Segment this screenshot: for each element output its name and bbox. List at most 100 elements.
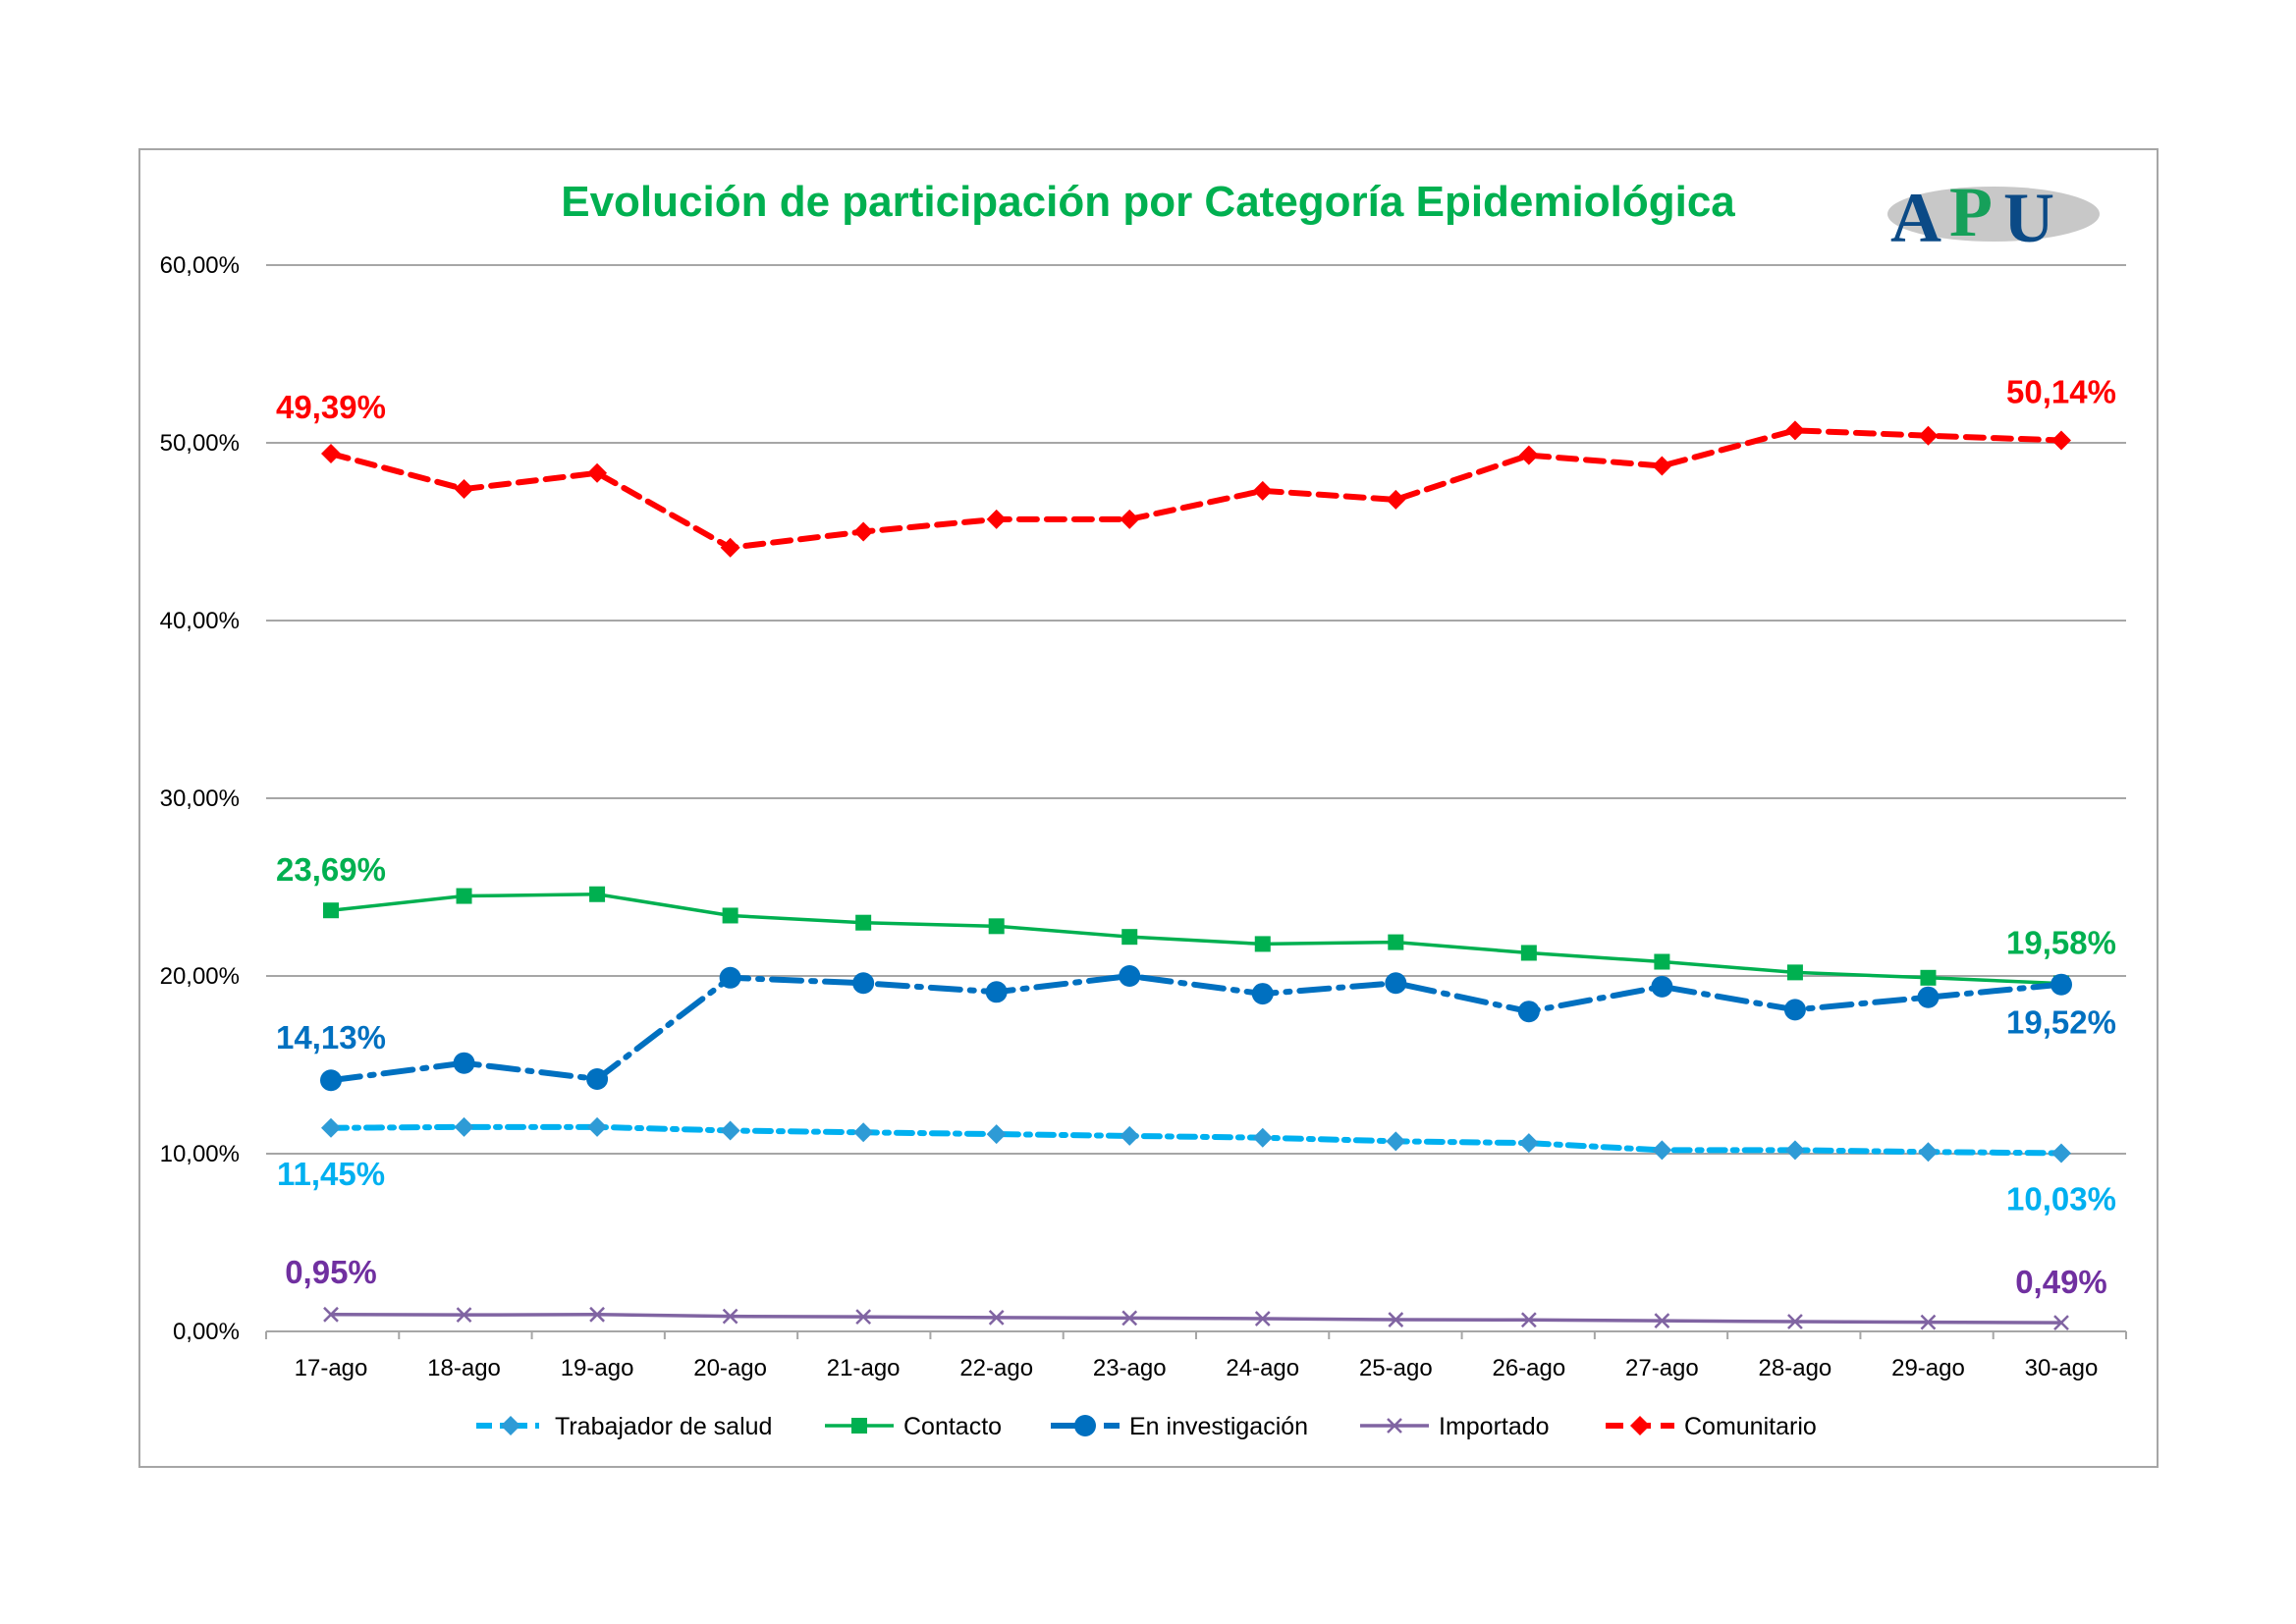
data-point xyxy=(1388,934,1404,950)
data-point xyxy=(1652,456,1672,476)
series-comunitario xyxy=(321,420,2071,558)
data-point xyxy=(1386,489,1406,510)
y-tick-label: 10,00% xyxy=(160,1141,240,1167)
data-label: 49,39% xyxy=(276,389,386,425)
x-tick-label: 19-ago xyxy=(561,1355,634,1381)
data-point xyxy=(1387,1418,1402,1434)
data-point xyxy=(1652,1140,1672,1161)
x-tick-label: 27-ago xyxy=(1625,1355,1699,1381)
data-point xyxy=(454,1116,474,1137)
data-point xyxy=(456,1307,472,1324)
x-tick-label: 21-ago xyxy=(827,1355,901,1381)
y-tick-label: 20,00% xyxy=(160,963,240,990)
data-point xyxy=(1654,953,1670,970)
x-tick-label: 29-ago xyxy=(1891,1355,1965,1381)
data-point xyxy=(722,1308,738,1325)
data-point xyxy=(855,1309,872,1326)
legend-item: En investigación xyxy=(1051,1413,1308,1440)
data-point xyxy=(1120,1125,1140,1146)
data-point xyxy=(851,1418,867,1434)
data-point xyxy=(589,886,606,902)
data-point xyxy=(1520,945,1537,961)
data-point xyxy=(501,1416,520,1435)
data-point xyxy=(320,1069,342,1092)
data-point xyxy=(1385,972,1407,995)
x-tick-label: 26-ago xyxy=(1492,1355,1565,1381)
data-point xyxy=(1651,975,1673,998)
legend-item: Contacto xyxy=(825,1413,1002,1440)
data-point xyxy=(1518,1133,1539,1154)
data-label: 14,13% xyxy=(276,1019,386,1056)
data-point xyxy=(1630,1416,1650,1435)
data-label: 11,45% xyxy=(277,1156,385,1192)
data-point xyxy=(1074,1415,1096,1436)
data-point xyxy=(1787,1314,1803,1329)
data-point xyxy=(1254,1311,1271,1326)
legend-label: En investigación xyxy=(1129,1413,1308,1440)
data-label: 19,52% xyxy=(2006,1004,2116,1041)
data-point xyxy=(321,1117,341,1138)
data-point xyxy=(1119,965,1141,987)
series-importado xyxy=(323,1306,2069,1331)
data-point xyxy=(1920,969,1937,986)
series-contacto xyxy=(323,886,2069,992)
data-point xyxy=(1917,986,1940,1008)
data-point xyxy=(1518,445,1539,465)
data-point xyxy=(1918,425,1939,446)
data-label: 0,95% xyxy=(285,1254,377,1290)
chart-title: Evolución de participación por Categoría… xyxy=(561,178,1735,226)
chart-frame xyxy=(138,148,2159,1468)
data-point xyxy=(853,521,874,542)
series-en-investigación xyxy=(320,965,2072,1092)
x-tick-label: 17-ago xyxy=(295,1355,368,1381)
data-point xyxy=(1520,1312,1537,1328)
data-label: 19,58% xyxy=(2006,925,2116,961)
data-point xyxy=(453,1052,475,1074)
svg-text:A: A xyxy=(1890,179,1941,257)
data-point xyxy=(853,1122,874,1143)
data-point xyxy=(1252,1127,1273,1148)
series-line xyxy=(329,892,2063,986)
data-point xyxy=(2051,1143,2071,1164)
data-point xyxy=(720,1120,740,1141)
x-tick-label: 20-ago xyxy=(693,1355,767,1381)
legend-label: Contacto xyxy=(903,1413,1002,1440)
y-tick-label: 60,00% xyxy=(160,252,240,279)
legend-item: Trabajador de salud xyxy=(476,1413,772,1440)
x-tick-label: 18-ago xyxy=(427,1355,501,1381)
data-point xyxy=(454,479,474,500)
data-point xyxy=(1784,1140,1805,1161)
data-point xyxy=(1918,1142,1939,1163)
data-point xyxy=(1783,999,1806,1021)
data-point xyxy=(1920,1314,1937,1330)
data-point xyxy=(986,509,1007,529)
y-tick-label: 0,00% xyxy=(173,1319,240,1345)
data-point xyxy=(852,972,875,995)
data-point xyxy=(720,537,740,558)
data-point xyxy=(719,966,741,989)
svg-text:U: U xyxy=(2003,179,2054,257)
data-point xyxy=(1121,1310,1138,1326)
data-point xyxy=(988,918,1005,935)
svg-text:P: P xyxy=(1949,173,1993,251)
data-point xyxy=(1252,480,1273,501)
x-tick-label: 28-ago xyxy=(1759,1355,1832,1381)
data-point xyxy=(1784,420,1805,441)
x-tick-label: 23-ago xyxy=(1093,1355,1167,1381)
data-label: 0,49% xyxy=(2015,1264,2107,1300)
series-line xyxy=(328,972,2064,1084)
data-point xyxy=(586,1067,609,1090)
data-point xyxy=(2051,430,2071,451)
data-point xyxy=(985,981,1008,1003)
x-tick-label: 24-ago xyxy=(1226,1355,1299,1381)
legend-item: Comunitario xyxy=(1606,1413,1817,1440)
data-label: 50,14% xyxy=(2006,373,2116,409)
data-point xyxy=(2053,1315,2069,1331)
apu-logo: A P U xyxy=(1887,173,2100,257)
x-tick-label: 30-ago xyxy=(2025,1355,2099,1381)
series-line xyxy=(329,1313,2063,1325)
data-point xyxy=(1251,983,1274,1005)
data-point xyxy=(1388,1312,1404,1327)
legend-label: Trabajador de salud xyxy=(555,1413,772,1440)
